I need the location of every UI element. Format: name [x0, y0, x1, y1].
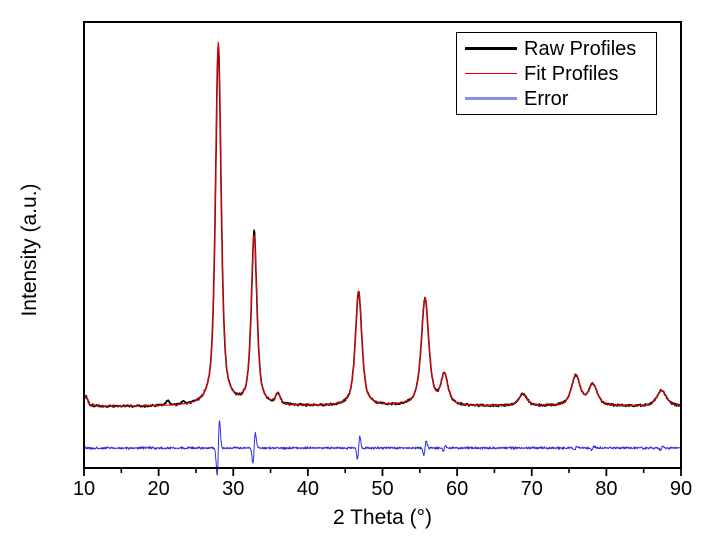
x-axis-title: 2 Theta (°): [332, 506, 433, 529]
x-tick-label: 90: [670, 478, 692, 500]
legend-label-error: Error: [524, 87, 569, 110]
legend-label-raw-profiles: Raw Profiles: [524, 37, 637, 60]
legend-item-error: Error: [465, 86, 656, 111]
raw-profiles-line-sample: [465, 47, 517, 50]
error-line-sample: [465, 97, 517, 100]
x-tick-label: 50: [371, 478, 393, 500]
error-curve: [83, 420, 682, 476]
legend-label-fit-profiles: Fit Profiles: [524, 62, 619, 85]
x-tick-label: 60: [446, 478, 468, 500]
x-tick-label: 80: [595, 478, 617, 500]
fit-profiles-line-sample: [465, 72, 517, 75]
x-tick-label: 40: [297, 478, 319, 500]
x-tick-label: 10: [73, 478, 95, 500]
y-axis-title: Intensity (a.u.): [18, 183, 41, 317]
x-tick-label: 30: [222, 478, 244, 500]
fit-profiles-curve: [83, 41, 682, 407]
x-tick-label: 70: [521, 478, 543, 500]
legend-item-raw-profiles: Raw Profiles: [465, 36, 656, 61]
legend-item-fit-profiles: Fit Profiles: [465, 61, 656, 86]
x-tick-label: 20: [148, 478, 170, 500]
legend: Raw Profiles Fit Profiles Error: [456, 32, 657, 115]
